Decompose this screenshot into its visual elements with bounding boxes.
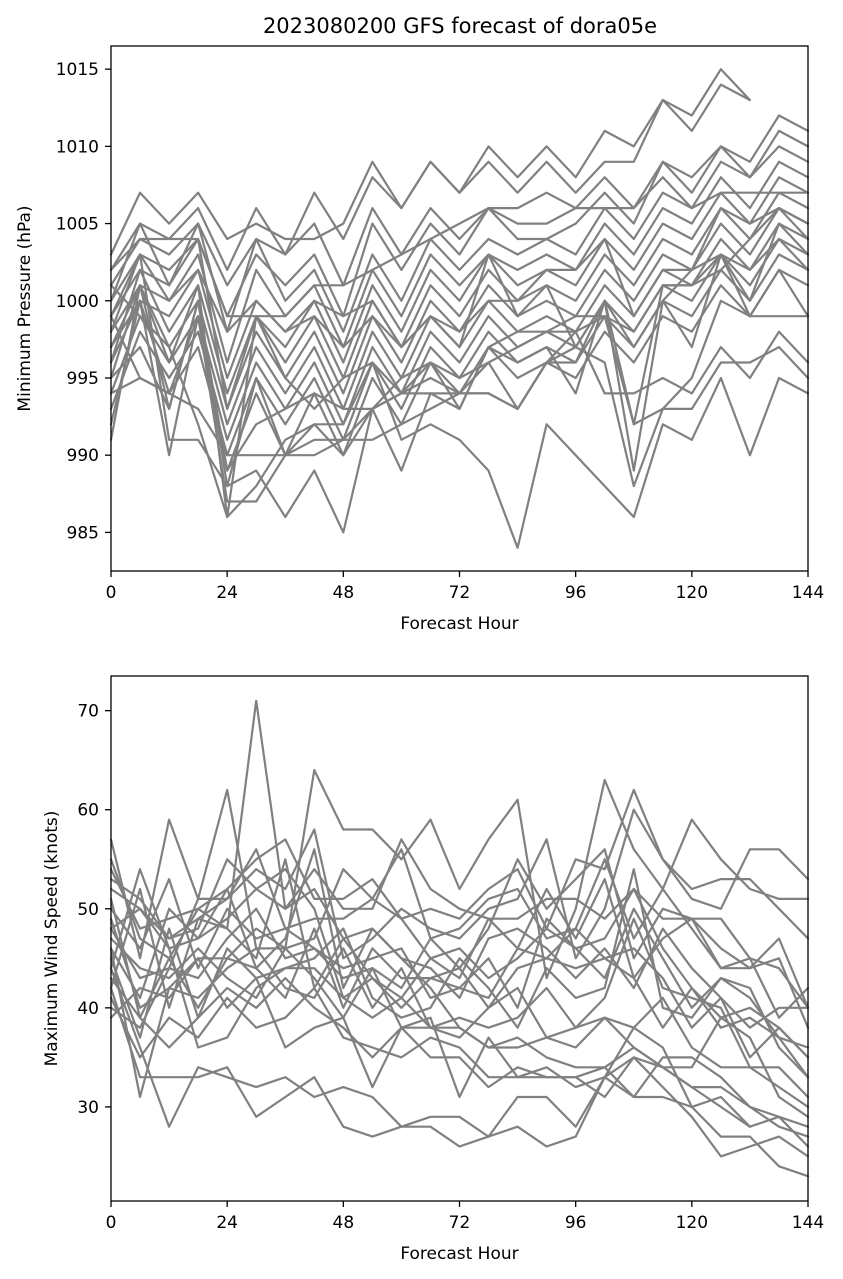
wind-y-tick-label: 70 — [77, 702, 99, 722]
pressure-series-line-11 — [109, 237, 810, 441]
wind-ticks: 0 24 48 72 96 120 144 30 40 50 60 70 — [77, 702, 824, 1233]
wind-series-line-5 — [109, 848, 810, 1019]
wind-x-tick-label: 120 — [676, 1213, 708, 1233]
wind-y-tick-label: 50 — [77, 900, 99, 920]
wind-y-tick-label: 60 — [77, 801, 99, 821]
wind-series-line-13 — [109, 917, 810, 1099]
pressure-x-tick-label: 120 — [676, 583, 708, 603]
wind-x-tick-label: 24 — [216, 1213, 238, 1233]
pressure-ticks: 0 24 48 72 96 120 144 985 990 995 1000 1005 1010 1015 — [56, 60, 824, 603]
wind-series-line-22 — [109, 868, 810, 1019]
wind-series-line-2 — [109, 769, 810, 980]
wind-series-line-21 — [109, 858, 810, 1059]
pressure-y-tick-label: 1015 — [56, 60, 99, 80]
pressure-series-lines — [109, 68, 810, 549]
pressure-x-tick-label: 0 — [106, 583, 117, 603]
pressure-series-line-2 — [109, 83, 751, 271]
pressure-series-line-6 — [109, 160, 810, 364]
pressure-series-line-3 — [109, 114, 810, 287]
pressure-series-line-7 — [109, 176, 810, 380]
wind-y-tick-label: 30 — [77, 1098, 99, 1118]
pressure-series-line-18 — [109, 284, 810, 519]
pressure-x-tick-label: 48 — [333, 583, 355, 603]
pressure-x-tick-label: 72 — [449, 583, 471, 603]
pressure-y-tick-label: 985 — [67, 523, 99, 543]
wind-series-line-20 — [109, 907, 810, 1118]
wind-x-tick-label: 144 — [792, 1213, 824, 1233]
wind-series-lines — [109, 699, 810, 1178]
pressure-x-axis-label: Forecast Hour — [400, 614, 518, 634]
pressure-series-line-19 — [109, 299, 810, 549]
wind-x-tick-label: 72 — [449, 1213, 471, 1233]
pressure-y-tick-label: 1010 — [56, 137, 99, 157]
pressure-y-tick-label: 990 — [67, 446, 99, 466]
pressure-y-tick-label: 1000 — [56, 292, 99, 312]
pressure-y-tick-label: 995 — [67, 369, 99, 389]
pressure-series-line-21 — [109, 207, 810, 410]
wind-y-tick-label: 40 — [77, 999, 99, 1019]
wind-x-tick-label: 96 — [565, 1213, 587, 1233]
pressure-series-line-23 — [109, 253, 810, 349]
wind-x-tick-label: 0 — [106, 1213, 117, 1233]
wind-series-line-16 — [109, 986, 810, 1128]
pressure-x-tick-label: 144 — [792, 583, 824, 603]
wind-series-line-18 — [109, 967, 810, 1178]
wind-series-line-15 — [109, 977, 810, 1138]
wind-series-line-14 — [109, 917, 810, 1108]
wind-series-line-12 — [109, 868, 810, 1079]
pressure-series-line-20 — [109, 346, 810, 488]
wind-series-line-19 — [109, 986, 810, 1158]
pressure-x-tick-label: 96 — [565, 583, 587, 603]
pressure-y-axis-label: Minimum Pressure (hPa) — [15, 205, 35, 411]
chart-title: 2023080200 GFS forecast of dora05e — [263, 14, 657, 38]
wind-series-line-3 — [109, 788, 810, 940]
wind-series-line-8 — [109, 848, 810, 1029]
pressure-x-tick-label: 24 — [216, 583, 238, 603]
pressure-series-line-22 — [109, 176, 810, 318]
pressure-series-line-17 — [109, 299, 810, 472]
wind-x-axis-label: Forecast Hour — [400, 1244, 518, 1264]
pressure-y-tick-label: 1005 — [56, 215, 99, 235]
pressure-series-line-8 — [109, 191, 810, 395]
pressure-panel: 0 24 48 72 96 120 144 985 990 995 1000 1005 1010 1015… — [15, 45, 824, 634]
wind-y-axis-label: Maximum Wind Speed (knots) — [42, 811, 62, 1067]
wind-x-tick-label: 48 — [333, 1213, 355, 1233]
